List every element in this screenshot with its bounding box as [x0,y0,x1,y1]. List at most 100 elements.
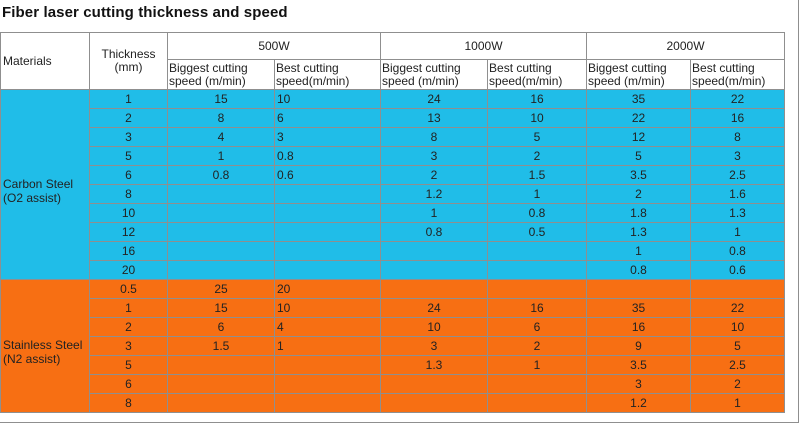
speed-cell [690,279,786,299]
power-header-500w: 500W [166,32,382,60]
speed-cell [167,260,275,280]
speed-cell: 22 [690,89,786,109]
biggest-speed-header: Biggest cutting speed (m/min) [380,59,489,90]
speed-cell [273,241,382,261]
speed-cell: 15 [167,89,275,109]
speed-cell: 4 [273,317,382,337]
speed-cell [273,222,382,242]
table-row: Stainless Steel (N2 assist) 0.5 25 20 [0,279,786,413]
speed-cell [167,241,275,261]
speed-cell: 3 [380,336,489,356]
speed-cell: 6 [167,317,275,337]
best-speed-label: Best cutting speed(m/min) [692,60,766,88]
speed-cell: 1.8 [586,203,692,223]
material-cell: Stainless Steel (N2 assist) [0,279,90,413]
thickness-cell: 1 [89,89,168,109]
speed-cell: 5 [690,336,786,356]
speed-cell: 1.5 [167,336,275,356]
speed-cell: 1 [273,336,382,356]
speed-cell: 16 [586,317,692,337]
table-row: 3 4 3 8 5 12 8 [1,127,786,147]
speed-cell: 1.3 [380,355,489,375]
speed-cell: 6 [487,317,588,337]
speed-cell [380,241,489,261]
speed-cell [273,203,382,223]
biggest-speed-label: Biggest cutting speed (m/min) [169,60,248,88]
cutting-speed-table: Materials Thickness (mm) 500W 1000W 2000… [0,32,786,413]
speed-cell [380,374,489,394]
thickness-cell: 3 [89,336,168,356]
biggest-speed-label: Biggest cutting speed (m/min) [382,60,461,88]
speed-cell [487,279,588,299]
speed-cell [273,260,382,280]
table-row: 6 0.8 0.6 2 1.5 3.5 2.5 [1,165,786,185]
table-row: 2 6 4 10 6 16 10 [1,317,786,337]
speed-cell: 35 [586,89,692,109]
thickness-cell: 5 [89,146,168,166]
speed-cell [487,393,588,413]
speed-cell: 1.3 [690,203,786,223]
speed-cell: 25 [167,279,275,299]
speed-cell: 10 [487,108,588,128]
thickness-cell: 2 [89,317,168,337]
thickness-cell: 0.5 [89,279,168,299]
best-speed-label: Best cutting speed(m/min) [489,60,563,88]
speed-cell: 1.6 [690,184,786,204]
speed-cell: 3 [273,127,382,147]
speed-cell: 8 [167,108,275,128]
speed-cell: 2.5 [690,355,786,375]
speed-cell: 1 [487,184,588,204]
speed-cell: 10 [273,89,382,109]
speed-cell: 0.6 [690,260,786,280]
speed-cell: 2 [586,184,692,204]
speed-cell: 0.8 [690,241,786,261]
speed-cell: 1 [690,393,786,413]
speed-cell: 5 [487,127,588,147]
table-row: 3 1.5 1 3 2 9 5 [1,336,786,356]
speed-cell [167,355,275,375]
speed-cell: 0.8 [586,260,692,280]
biggest-speed-header: Biggest cutting speed (m/min) [586,59,692,90]
speed-cell: 10 [273,298,382,318]
speed-cell: 1 [380,203,489,223]
biggest-speed-label: Biggest cutting speed (m/min) [588,60,667,88]
speed-cell: 13 [380,108,489,128]
speed-cell: 8 [690,127,786,147]
speed-cell [380,260,489,280]
speed-cell: 3 [690,146,786,166]
speed-cell [273,184,382,204]
power-header-2000w: 2000W [586,32,786,60]
speed-cell: 24 [380,89,489,109]
speed-cell: 9 [586,336,692,356]
thickness-cell: 10 [89,203,168,223]
table-row: 20 0.8 0.6 [1,260,786,280]
speed-cell [167,222,275,242]
table-row: 2 8 6 13 10 22 16 [1,108,786,128]
table-row: 1 15 10 24 16 35 22 [1,298,786,318]
speed-cell: 1.5 [487,165,588,185]
speed-cell: 1 [690,222,786,242]
speed-cell [167,184,275,204]
speed-cell: 1 [487,355,588,375]
speed-cell: 5 [586,146,692,166]
speed-cell [273,355,382,375]
thickness-cell: 8 [89,184,168,204]
speed-cell [380,393,489,413]
speed-cell: 1 [586,241,692,261]
speed-cell: 1.2 [586,393,692,413]
speed-cell: 35 [586,298,692,318]
speed-cell: 2.5 [690,165,786,185]
table-row: 8 1.2 1 2 1.6 [1,184,786,204]
table-body: Carbon Steel (O2 assist) 1 15 10 24 16 35 22 2 8 6… [0,89,786,413]
speed-cell [487,260,588,280]
speed-cell: 16 [690,108,786,128]
speed-cell: 2 [487,336,588,356]
speed-cell: 3.5 [586,355,692,375]
page-title: Fiber laser cutting thickness and speed [2,4,288,21]
table-row: 5 1 0.8 3 2 5 3 [1,146,786,166]
thickness-cell: 16 [89,241,168,261]
thickness-cell: 8 [89,393,168,413]
table-row: Carbon Steel (O2 assist) 1 15 10 24 16 35 22 [0,89,786,280]
thickness-cell: 5 [89,355,168,375]
